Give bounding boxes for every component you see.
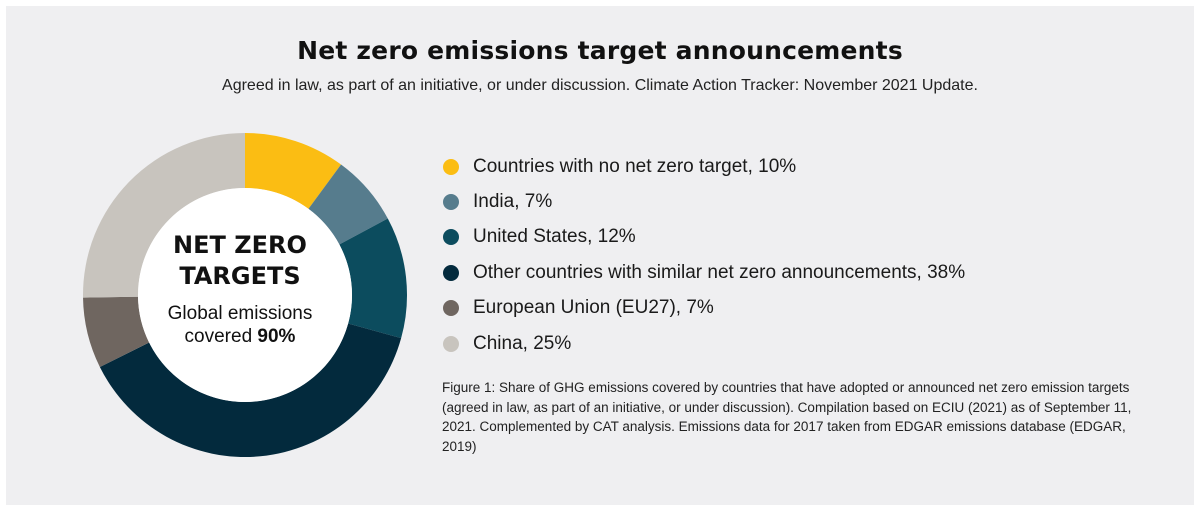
center-title: NET ZERO TARGETS	[140, 230, 340, 292]
legend-swatch	[443, 194, 459, 211]
legend-label: Other countries with similar net zero an…	[473, 261, 966, 283]
donut-chart	[83, 133, 407, 457]
legend-label: India, 7%	[473, 191, 553, 213]
legend-item: Other countries with similar net zero an…	[443, 255, 965, 290]
center-title-line1: NET ZERO	[173, 231, 307, 259]
center-line2: covered 90%	[140, 325, 340, 348]
donut-slice-6	[83, 133, 245, 298]
center-line2-value: 90%	[257, 326, 296, 347]
donut-center-label: NET ZERO TARGETS Global emissions covere…	[140, 230, 340, 348]
donut-slice-2	[308, 164, 388, 245]
center-line1: Global emissions	[167, 303, 313, 324]
donut-slice-4	[99, 323, 402, 457]
donut-slice-1	[245, 133, 342, 209]
center-subtitle: Global emissions covered 90%	[140, 302, 340, 348]
legend-label: Countries with no net zero target, 10%	[473, 155, 797, 177]
legend-swatch	[443, 229, 459, 246]
legend-label: European Union (EU27), 7%	[473, 297, 714, 319]
chart-title: Net zero emissions target announcements	[297, 36, 903, 65]
legend-swatch	[443, 335, 459, 352]
donut-slice-5	[83, 296, 150, 367]
legend-item: European Union (EU27), 7%	[443, 291, 965, 326]
legend-swatch	[443, 300, 459, 317]
figure-caption: Figure 1: Share of GHG emissions covered…	[442, 380, 1132, 454]
legend-item: United States, 12%	[443, 220, 965, 255]
legend-item: Countries with no net zero target, 10%	[443, 149, 965, 184]
legend-swatch	[443, 264, 459, 281]
center-line2-prefix: covered	[184, 326, 258, 347]
donut-slice-3	[339, 218, 407, 339]
donut-hole	[138, 188, 352, 402]
legend-item: China, 25%	[443, 326, 965, 361]
legend-item: India, 7%	[443, 184, 965, 219]
center-title-line2: TARGETS	[179, 262, 301, 290]
legend: Countries with no net zero target, 10% In…	[443, 149, 965, 361]
chart-subtitle: Agreed in law, as part of an initiative,…	[222, 77, 978, 94]
legend-swatch	[443, 158, 459, 175]
legend-label: China, 25%	[473, 332, 572, 354]
legend-label: United States, 12%	[473, 226, 636, 248]
